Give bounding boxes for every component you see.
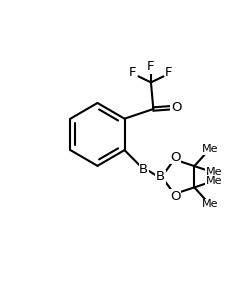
Text: Me: Me	[206, 167, 222, 177]
Text: O: O	[170, 190, 181, 203]
Text: O: O	[171, 101, 182, 114]
Text: O: O	[170, 151, 181, 163]
Text: F: F	[129, 66, 137, 79]
Text: F: F	[165, 66, 173, 79]
Text: F: F	[147, 60, 155, 73]
Text: Me: Me	[202, 199, 218, 209]
Text: Me: Me	[206, 176, 222, 186]
Text: B: B	[156, 170, 165, 183]
Text: Me: Me	[202, 144, 218, 154]
Text: B: B	[139, 163, 148, 176]
